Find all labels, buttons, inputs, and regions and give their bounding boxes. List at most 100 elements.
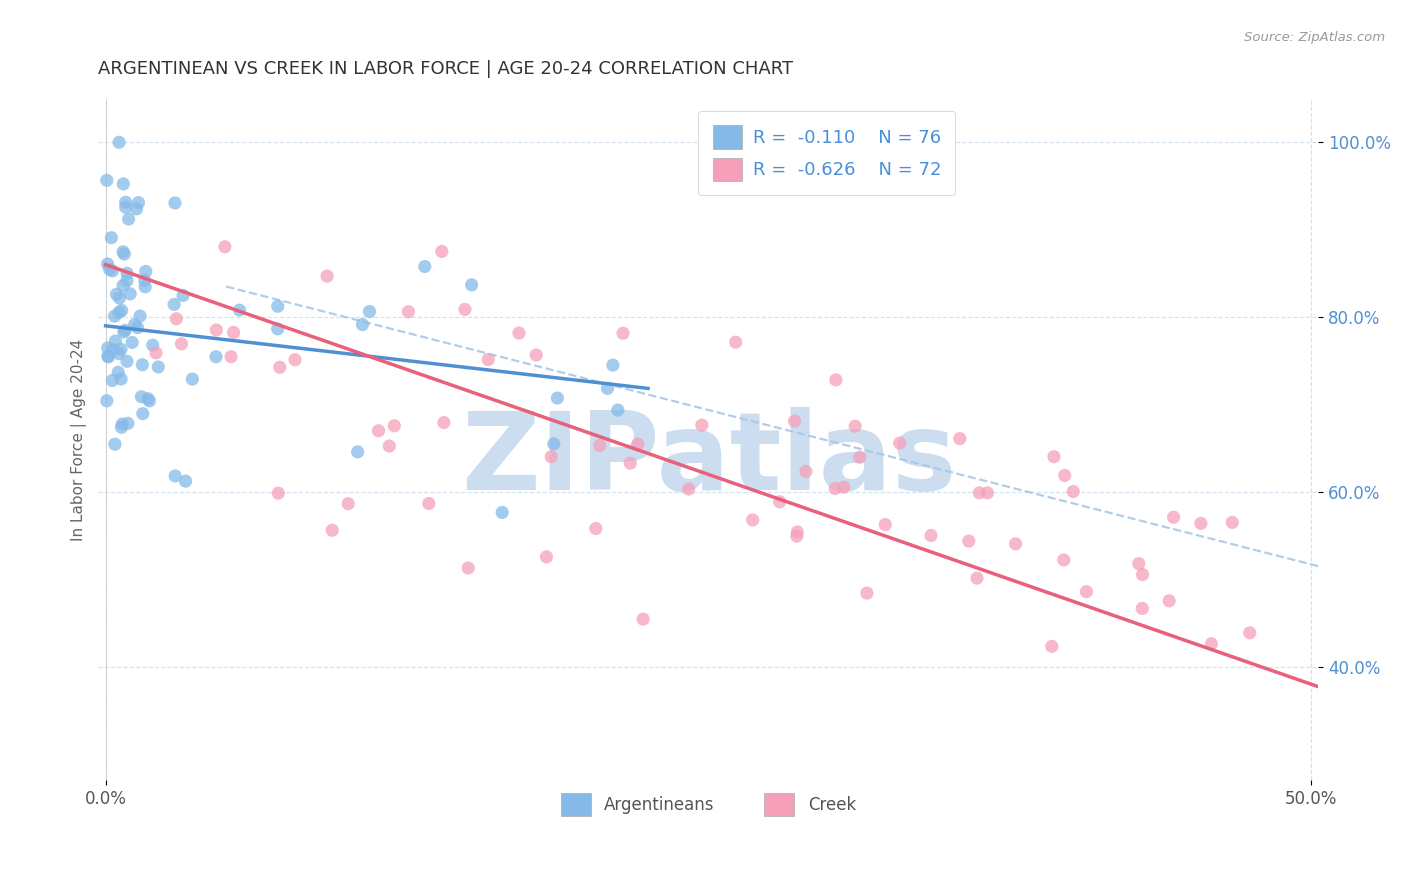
Point <box>148 359 170 374</box>
Point <box>457 561 479 575</box>
Point <box>1163 510 1185 524</box>
Point <box>110 372 132 386</box>
Point <box>127 195 149 210</box>
Point <box>1053 553 1076 567</box>
Point <box>1076 584 1098 599</box>
Point <box>768 495 790 509</box>
Point <box>267 486 290 500</box>
Text: Source: ZipAtlas.com: Source: ZipAtlas.com <box>1244 31 1385 45</box>
Point <box>117 417 139 431</box>
Point <box>100 231 122 245</box>
Point <box>359 304 381 318</box>
Point <box>619 456 641 470</box>
Point <box>170 336 193 351</box>
Point <box>101 264 124 278</box>
Point <box>97 350 120 364</box>
Point <box>114 195 136 210</box>
Point <box>125 202 148 216</box>
Point <box>741 513 763 527</box>
Point <box>114 323 136 337</box>
Point <box>107 346 129 360</box>
Point <box>142 338 165 352</box>
Point <box>602 358 624 372</box>
Point <box>321 523 343 537</box>
Point <box>396 304 419 318</box>
Point <box>346 445 368 459</box>
Point <box>104 437 127 451</box>
Point <box>949 432 972 446</box>
Point <box>832 480 855 494</box>
Point <box>1132 567 1154 582</box>
Point <box>1201 637 1223 651</box>
Point <box>596 381 619 395</box>
Point <box>786 529 808 543</box>
Point <box>222 326 245 340</box>
Point <box>413 260 436 274</box>
Point <box>606 403 628 417</box>
Point <box>132 407 155 421</box>
Point <box>110 420 132 434</box>
Point <box>96 257 118 271</box>
Point <box>920 528 942 542</box>
Point <box>585 521 607 535</box>
Point <box>848 450 870 465</box>
Point <box>1130 601 1153 615</box>
Point <box>121 335 143 350</box>
Point <box>111 244 134 259</box>
Point <box>108 136 131 150</box>
Point <box>382 418 405 433</box>
Point <box>105 287 128 301</box>
Point <box>1004 537 1026 551</box>
Point <box>101 343 124 357</box>
Point <box>957 534 980 549</box>
Point <box>316 269 339 284</box>
Point <box>115 266 138 280</box>
Point <box>844 419 866 434</box>
Point <box>1220 516 1243 530</box>
Point <box>111 303 134 318</box>
Point <box>219 350 242 364</box>
Text: ZIPatlas: ZIPatlas <box>461 407 956 513</box>
Point <box>107 365 129 379</box>
Point <box>97 349 120 363</box>
Point <box>112 278 135 293</box>
Point <box>1239 625 1261 640</box>
Point <box>104 334 127 348</box>
Point <box>976 486 998 500</box>
Point <box>631 612 654 626</box>
Point <box>136 392 159 406</box>
Point <box>627 437 650 451</box>
Point <box>1189 516 1212 531</box>
Point <box>112 247 135 261</box>
Point <box>524 348 547 362</box>
Point <box>352 318 374 332</box>
Point <box>367 424 389 438</box>
Point <box>97 341 120 355</box>
Point <box>165 469 187 483</box>
Point <box>134 273 156 287</box>
Point <box>1043 450 1066 464</box>
Point <box>138 393 160 408</box>
Point <box>1062 484 1084 499</box>
Point <box>824 482 846 496</box>
Point <box>120 286 142 301</box>
Point <box>214 240 236 254</box>
Point <box>165 311 187 326</box>
Point <box>111 417 134 431</box>
Point <box>1128 557 1150 571</box>
Point <box>690 418 713 433</box>
Point <box>540 450 562 464</box>
Point <box>433 416 456 430</box>
Point <box>678 482 700 496</box>
Point <box>267 299 290 313</box>
Point <box>786 524 808 539</box>
Point <box>875 517 897 532</box>
Point <box>174 474 197 488</box>
Point <box>1159 594 1181 608</box>
Point <box>127 320 149 334</box>
Point <box>135 264 157 278</box>
Point <box>228 303 250 318</box>
Point <box>1053 468 1076 483</box>
Point <box>491 505 513 519</box>
Point <box>783 414 806 428</box>
